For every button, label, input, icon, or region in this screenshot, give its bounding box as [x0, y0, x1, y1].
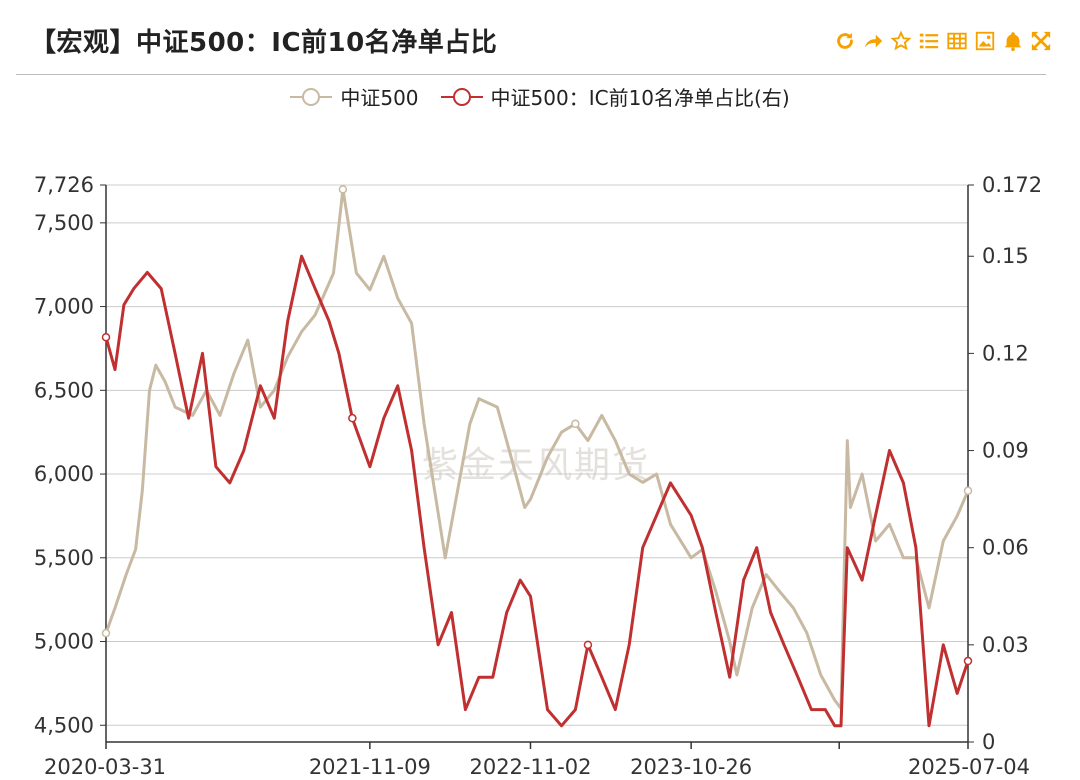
y-left-tick-label: 7,726 — [34, 173, 94, 197]
y-right-tick-label: 0.09 — [982, 439, 1029, 463]
legend-item-series2[interactable]: 中证500：IC前10名净单占比(右) — [440, 82, 790, 111]
toolbar — [834, 30, 1052, 52]
x-tick-label: 2021-11-09 — [309, 755, 431, 779]
legend-item-series1[interactable]: 中证500 — [290, 82, 419, 111]
y-left-tick-label: 5,500 — [34, 546, 94, 570]
series-line-1 — [104, 187, 970, 710]
y-left-tick-label: 5,000 — [34, 630, 94, 654]
data-point — [963, 656, 973, 666]
y-left-tick-label: 7,500 — [34, 211, 94, 235]
data-point — [963, 486, 973, 496]
refresh-icon[interactable] — [834, 30, 856, 52]
x-tick-label: 2020-03-31 — [44, 755, 166, 779]
table-icon[interactable] — [946, 30, 968, 52]
data-point — [101, 628, 111, 638]
y-left-tick-label: 7,000 — [34, 295, 94, 319]
y-left-tick-label: 6,000 — [34, 462, 94, 486]
y-right-tick-label: 0.15 — [982, 244, 1029, 268]
data-point — [101, 332, 111, 342]
x-tick-label: 2022-11-02 — [469, 755, 591, 779]
image-icon[interactable] — [974, 30, 996, 52]
fullscreen-icon[interactable] — [1030, 30, 1052, 52]
x-tick-label: 2023-10-26 — [630, 755, 752, 779]
data-point — [338, 185, 348, 194]
chart-header: 【宏观】中证500：IC前10名净单占比 — [0, 0, 1080, 76]
series-line-2 — [104, 254, 970, 728]
data-point — [571, 419, 580, 429]
bell-icon[interactable] — [1002, 30, 1024, 52]
list-icon[interactable] — [918, 30, 940, 52]
y-left-tick-label: 6,500 — [34, 378, 94, 402]
legend: 中证500 中证500：IC前10名净单占比(右) — [0, 82, 1080, 111]
y-left-tick-label: 4,500 — [34, 713, 94, 737]
y-right-tick-label: 0 — [982, 730, 995, 754]
y-right-tick-label: 0.03 — [982, 633, 1029, 657]
header-divider — [16, 74, 1046, 75]
star-icon[interactable] — [890, 30, 912, 52]
share-icon[interactable] — [862, 30, 884, 52]
legend-label-series2: 中证500：IC前10名净单占比(右) — [490, 86, 790, 110]
legend-label-series1: 中证500 — [340, 86, 419, 110]
y-right-tick-label: 0.12 — [982, 341, 1029, 365]
y-right-tick-label: 0.06 — [982, 536, 1029, 560]
chart-title: 【宏观】中证500：IC前10名净单占比 — [30, 28, 498, 58]
data-point — [348, 413, 357, 423]
x-tick-label: 2025-07-04 — [908, 755, 1030, 779]
y-right-tick-label: 0.172 — [982, 173, 1042, 197]
data-point — [583, 640, 593, 650]
